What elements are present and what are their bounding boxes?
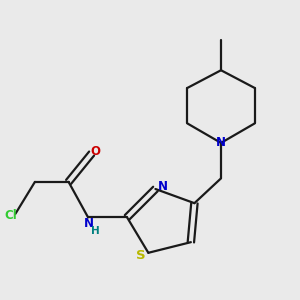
Text: H: H (92, 226, 100, 236)
Text: N: N (158, 180, 167, 193)
Text: N: N (84, 217, 94, 230)
Text: N: N (216, 136, 226, 149)
Text: O: O (91, 145, 101, 158)
Text: S: S (136, 249, 145, 262)
Text: Cl: Cl (4, 209, 17, 222)
